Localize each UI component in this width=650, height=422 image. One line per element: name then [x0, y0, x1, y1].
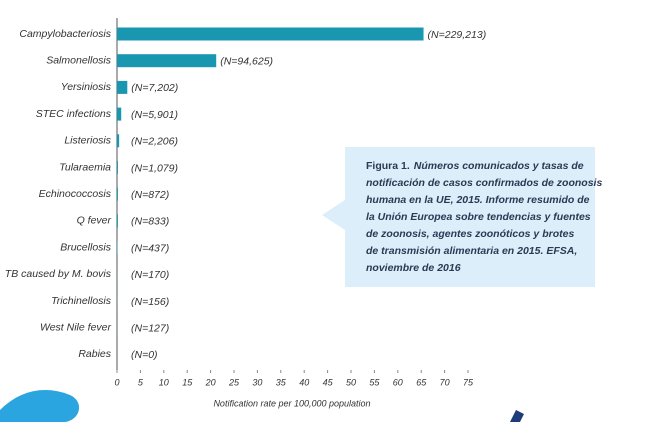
caption: Figura 1. Números comunicados y tasas de n… [366, 160, 602, 274]
x-tick-label: 25 [228, 377, 240, 387]
y-tick-label: West Nile fever [40, 321, 111, 333]
x-tick-label: 35 [276, 377, 287, 387]
decor-blob [0, 390, 80, 422]
x-tick-label: 0 [114, 377, 119, 387]
count-label: (N=229,213) [428, 29, 487, 41]
caption-box [322, 147, 595, 287]
x-tick-label: 5 [138, 377, 144, 387]
caption-line: noviembre de 2016 [366, 262, 461, 274]
x-tick-label: 15 [182, 377, 193, 387]
y-tick-label: Listeriosis [64, 135, 111, 147]
y-tick-label: Campylobacteriosis [19, 28, 111, 40]
caption-line: notificación de casos confirmados de zoo… [366, 177, 602, 189]
x-tick-label: 70 [440, 377, 450, 387]
count-label: (N=833) [131, 216, 169, 228]
count-label: (N=127) [131, 322, 169, 334]
x-tick-label: 40 [299, 377, 309, 387]
y-tick-label: STEC infections [36, 108, 112, 120]
count-label: (N=2,206) [131, 136, 178, 148]
x-tick-label: 50 [346, 377, 356, 387]
count-label: (N=7,202) [131, 82, 178, 94]
bar [117, 187, 118, 201]
x-tick-label: 65 [416, 377, 427, 387]
y-tick-label: Echinococcosis [39, 188, 112, 200]
y-tick-label: Salmonellosis [46, 54, 112, 66]
x-tick-label: 20 [205, 377, 216, 387]
y-tick-label: Trichinellosis [51, 295, 112, 307]
y-tick-label: Rabies [78, 348, 111, 360]
decor-mark [510, 410, 524, 422]
count-label: (N=1,079) [131, 162, 178, 174]
count-label: (N=156) [131, 296, 169, 308]
bar [117, 134, 120, 148]
x-axis-title: Notification rate per 100,000 population [213, 398, 370, 408]
y-tick-label: Brucellosis [60, 241, 112, 253]
count-label: (N=170) [131, 269, 169, 281]
caption-line: de zoonosis, agentes zoonóticos y brotes [366, 228, 574, 240]
caption-line: Números comunicados y tasas de [414, 160, 584, 172]
bar [117, 80, 128, 94]
bar [117, 214, 118, 228]
bar [117, 27, 424, 41]
count-label: (N=437) [131, 242, 169, 254]
bar [117, 54, 217, 68]
y-tick-label: Yersiniosis [61, 81, 112, 93]
caption-line: humana en la UE, 2015. Informe resumido … [366, 194, 590, 206]
count-label: (N=0) [131, 349, 158, 361]
x-tick-label: 55 [369, 377, 380, 387]
x-tick-label: 45 [323, 377, 334, 387]
y-tick-label: TB caused by M. bovis [5, 268, 112, 280]
count-label: (N=5,901) [131, 109, 178, 121]
caption-label: Figura 1. [366, 160, 410, 172]
bar [117, 107, 122, 121]
count-label: (N=94,625) [220, 55, 273, 67]
caption-line: de transmisión alimentaria en 2015. EFSA… [366, 245, 577, 257]
x-tick-label: 30 [252, 377, 262, 387]
count-label: (N=872) [131, 189, 169, 201]
caption-line: la Unión Europea sobre tendencias y fuen… [366, 211, 591, 223]
y-tick-label: Tularaemia [59, 161, 111, 173]
y-tick-label: Q fever [77, 215, 112, 227]
x-tick-label: 60 [393, 377, 403, 387]
x-tick-label: 75 [463, 377, 474, 387]
x-tick-label: 10 [159, 377, 169, 387]
bar [117, 161, 118, 174]
